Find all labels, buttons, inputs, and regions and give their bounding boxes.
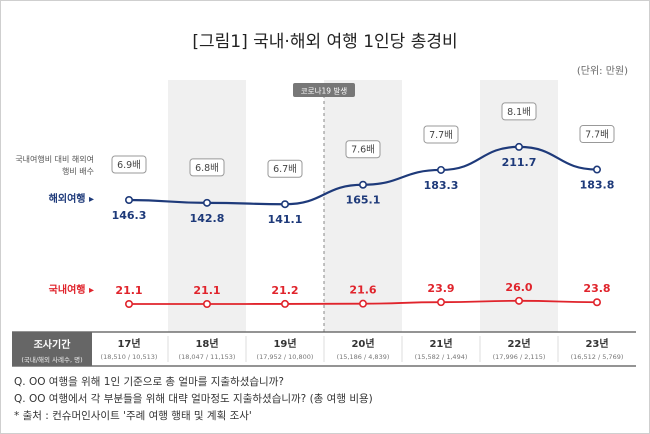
category-sample-size: (15,186 / 4,839) <box>337 353 390 361</box>
shaded-column <box>480 80 558 332</box>
overseas-data-label: 183.3 <box>424 179 459 192</box>
covid-annotation-text: 코로나19 발생 <box>301 86 348 96</box>
domestic-point <box>358 299 367 308</box>
overseas-data-label: 142.8 <box>190 212 225 225</box>
domestic-point <box>592 298 601 307</box>
category-sample-size: (17,952 / 10,800) <box>257 353 314 361</box>
ratio-badge <box>579 125 615 144</box>
overseas-point <box>280 200 289 209</box>
ratio-badge <box>189 158 225 177</box>
ratio-value: 6.8배 <box>195 163 219 174</box>
domestic-data-label: 21.6 <box>349 284 376 297</box>
shaded-column <box>324 80 402 332</box>
overseas-data-label: 211.7 <box>502 156 537 169</box>
category-label: 21년 <box>429 337 452 350</box>
domestic-data-label: 26.0 <box>505 281 532 294</box>
overseas-point <box>514 142 523 151</box>
domestic-series-label: 국내여행 ▸ <box>48 285 94 296</box>
ratio-value: 7.7배 <box>429 130 453 141</box>
overseas-label-text: 해외여행 <box>48 194 86 205</box>
domestic-data-label: 23.8 <box>583 282 610 295</box>
category-sample-size: (18,047 / 11,153) <box>179 353 236 361</box>
category-sample-size: (18,510 / 10,513) <box>101 353 158 361</box>
category-label: 23년 <box>585 337 608 350</box>
question-2: Q. OO 여행에서 각 부분들을 위해 대략 얼마정도 지출하셨습니까? (총… <box>14 393 373 405</box>
domestic-point <box>280 299 289 308</box>
chart-title: [그림1] 국내·해외 여행 1인당 총경비 <box>192 32 458 52</box>
domestic-point <box>514 296 523 305</box>
overseas-point <box>358 180 367 189</box>
survey-period-header: 조사기간 (국내/해외 사례수, 명) <box>12 332 92 366</box>
covid-annotation-box <box>293 83 355 97</box>
ratio-badge <box>345 140 381 159</box>
overseas-point <box>203 198 212 207</box>
survey-period-sub: (국내/해외 사례수, 명) <box>21 356 83 364</box>
category-sample-size: (16,512 / 5,769) <box>571 353 624 361</box>
overseas-point <box>592 165 601 174</box>
overseas-point <box>125 196 134 205</box>
survey-period-label: 조사기간 <box>33 340 71 351</box>
overseas-data-label: 183.8 <box>580 179 615 192</box>
domestic-point <box>125 299 134 308</box>
domestic-data-label: 21.1 <box>115 284 142 297</box>
ratio-badge <box>267 159 303 178</box>
overseas-data-label: 146.3 <box>112 209 147 222</box>
domestic-data-label: 21.2 <box>271 284 298 297</box>
footer-notes: Q. OO 여행을 위해 1인 기준으로 총 얼마를 지출하셨습니까? Q. O… <box>14 374 373 425</box>
ratio-value: 8.1배 <box>507 107 531 118</box>
category-label: 17년 <box>117 337 140 350</box>
overseas-data-label: 141.1 <box>268 213 303 226</box>
domestic-point <box>203 299 212 308</box>
question-1: Q. OO 여행을 위해 1인 기준으로 총 얼마를 지출하셨습니까? <box>14 376 284 388</box>
overseas-series-label: 해외여행 ▸ <box>48 194 94 205</box>
ratio-badge <box>501 102 537 121</box>
category-sample-size: (17,996 / 2,115) <box>493 353 546 361</box>
overseas-data-label: 165.1 <box>346 194 381 207</box>
ratio-badge <box>423 125 459 144</box>
domestic-label-text: 국내여행 <box>48 285 86 296</box>
source-note: * 출처 : 컨슈머인사이트 '주례 여행 행태 및 계획 조사' <box>14 410 252 422</box>
ratio-value: 7.7배 <box>585 130 609 141</box>
ratio-badge <box>111 155 147 174</box>
domestic-data-label: 21.1 <box>193 284 220 297</box>
ratio-note-label: 국내여행비 대비 해외여행비 배수 <box>15 155 94 176</box>
overseas-point <box>436 165 445 174</box>
category-label: 18년 <box>195 337 218 350</box>
category-label: 22년 <box>507 337 530 350</box>
category-label: 19년 <box>273 337 296 350</box>
domestic-point <box>436 298 445 307</box>
ratio-value: 6.7배 <box>273 164 297 175</box>
category-sample-size: (15,582 / 1,494) <box>415 353 468 361</box>
unit-label: (단위: 만원) <box>576 66 628 77</box>
ratio-value: 7.6배 <box>351 145 375 156</box>
domestic-data-label: 23.9 <box>427 282 454 295</box>
ratio-value: 6.9배 <box>117 160 141 171</box>
category-label: 20년 <box>351 337 374 350</box>
